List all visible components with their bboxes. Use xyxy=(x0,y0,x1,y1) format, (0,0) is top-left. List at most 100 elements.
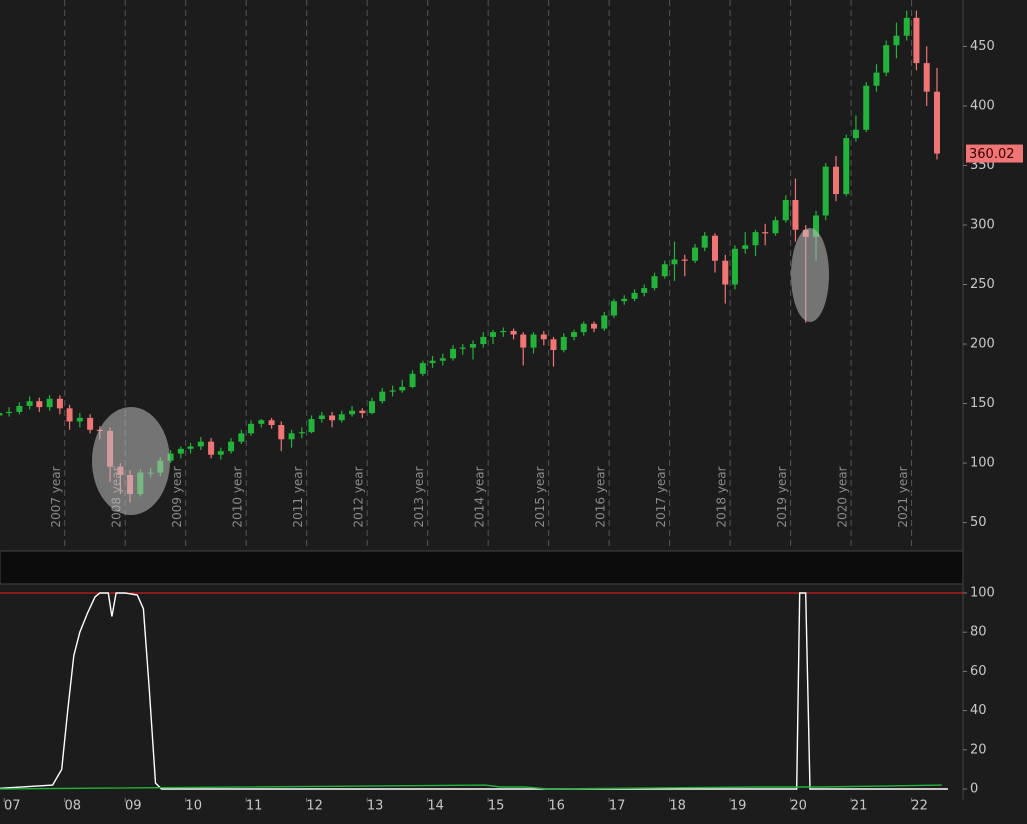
candle-body xyxy=(873,72,880,86)
candle-body xyxy=(722,260,729,285)
candle-body xyxy=(258,420,265,424)
candle-body xyxy=(571,332,578,337)
y-tick-label: 50 xyxy=(970,515,987,530)
y-tick-label: 200 xyxy=(970,337,995,352)
candle-body xyxy=(177,448,184,454)
candle-body xyxy=(621,298,628,302)
candle-body xyxy=(36,401,43,408)
candle-body xyxy=(692,247,699,261)
year-label: 2012 year xyxy=(352,466,366,527)
candle-body xyxy=(369,401,376,414)
year-label: 2020 year xyxy=(836,466,850,527)
candle-body xyxy=(893,35,900,46)
x-tick-label: 08 xyxy=(64,799,81,814)
candle-body xyxy=(429,360,436,364)
x-tick-label: 10 xyxy=(185,799,202,814)
y-tick-label: 300 xyxy=(970,218,995,233)
candle-body xyxy=(832,166,839,195)
candle-body xyxy=(520,334,527,348)
candle-body xyxy=(208,441,215,455)
candle-body xyxy=(238,433,245,442)
candle-body xyxy=(923,63,930,92)
candle-body xyxy=(480,336,487,345)
year-label: 2011 year xyxy=(291,466,305,527)
candle-body xyxy=(913,17,920,64)
candle-body xyxy=(197,441,204,447)
candle-body xyxy=(530,334,537,348)
y-tick-label: 40 xyxy=(970,703,987,718)
y-tick-label: 100 xyxy=(970,586,995,601)
candle-body xyxy=(16,405,23,412)
candle-body xyxy=(329,415,336,421)
year-label: 2021 year xyxy=(896,466,910,527)
candle-body xyxy=(742,245,749,249)
candle-body xyxy=(217,451,224,455)
candle-body xyxy=(167,453,174,461)
candle-body xyxy=(248,423,255,434)
candle-body xyxy=(510,330,517,335)
y-tick-label: 100 xyxy=(970,456,995,471)
year-label: 2017 year xyxy=(654,466,668,527)
candle-body xyxy=(419,363,426,374)
year-label: 2015 year xyxy=(533,466,547,527)
candle-body xyxy=(187,446,194,449)
year-label: 2010 year xyxy=(231,466,245,527)
x-tick-label: 09 xyxy=(125,799,142,814)
candle-body xyxy=(76,417,83,422)
candle-body xyxy=(278,425,285,440)
y-tick-label: 450 xyxy=(970,39,995,54)
candle-body xyxy=(752,232,759,246)
candle-body xyxy=(903,17,910,36)
candle-body xyxy=(711,235,718,261)
candle-body xyxy=(580,323,587,333)
x-tick-label: 20 xyxy=(790,799,807,814)
candle-body xyxy=(550,339,557,350)
candle-body xyxy=(409,373,416,387)
candle-body xyxy=(489,332,496,337)
candle-body xyxy=(661,264,668,277)
y-tick-label: 0 xyxy=(970,782,978,797)
x-tick-label: 17 xyxy=(609,799,626,814)
x-tick-label: 07 xyxy=(4,799,21,814)
candle-body xyxy=(399,386,406,391)
candle-body xyxy=(459,347,466,349)
candle-body xyxy=(349,410,356,415)
x-tick-label: 16 xyxy=(548,799,565,814)
y-tick-label: 250 xyxy=(970,277,995,292)
candle-body xyxy=(651,276,658,289)
candle-body xyxy=(560,336,567,350)
candle-body xyxy=(631,292,638,299)
x-tick-label: 14 xyxy=(427,799,444,814)
x-tick-label: 21 xyxy=(851,799,868,814)
candle-body xyxy=(450,348,457,359)
x-tick-label: 12 xyxy=(306,799,323,814)
candle-body xyxy=(46,398,53,408)
panel-separator xyxy=(0,550,964,585)
y-tick-label: 60 xyxy=(970,664,987,679)
year-label: 2013 year xyxy=(412,466,426,527)
candle-body xyxy=(762,232,769,234)
y-tick-label: 20 xyxy=(970,742,987,757)
x-tick-label: 19 xyxy=(730,799,747,814)
candle-body xyxy=(852,129,859,139)
candle-body xyxy=(681,259,688,261)
highlight-ellipse xyxy=(92,407,170,515)
candle-body xyxy=(26,401,33,406)
candle-body xyxy=(540,334,547,340)
candle-body xyxy=(66,408,73,422)
x-tick-label: 22 xyxy=(911,799,928,814)
year-label: 2014 year xyxy=(473,466,487,527)
candle-body xyxy=(288,433,295,440)
candle-body xyxy=(379,391,386,402)
candle-body xyxy=(298,432,305,434)
candle-body xyxy=(933,91,940,154)
candle-body xyxy=(338,414,345,421)
last-price-label: 360.02 xyxy=(969,147,1015,162)
x-tick-label: 11 xyxy=(246,799,263,814)
oscillator-line xyxy=(0,592,948,790)
year-label: 2016 year xyxy=(594,466,608,527)
candle-body xyxy=(308,419,315,433)
candle-body xyxy=(87,417,94,430)
